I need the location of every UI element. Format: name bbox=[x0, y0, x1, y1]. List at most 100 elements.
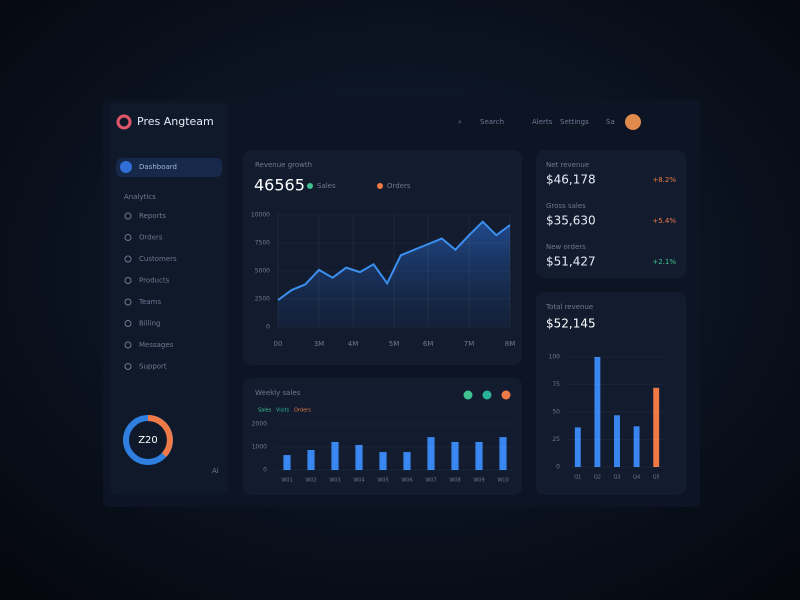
nav-icon bbox=[120, 161, 132, 173]
chart-title: Total revenue bbox=[545, 303, 593, 311]
stat-change: +8.2% bbox=[652, 176, 676, 184]
nav-icon bbox=[124, 320, 132, 327]
bar bbox=[307, 449, 315, 470]
x-tick-label: 4M bbox=[348, 340, 359, 348]
stat-label: Net revenue bbox=[546, 161, 589, 169]
nav-icon bbox=[124, 363, 132, 370]
donut-label: Z20 bbox=[138, 435, 158, 446]
x-tick-label: 7M bbox=[464, 340, 475, 348]
top-nav[interactable]: Settings bbox=[560, 118, 589, 126]
legend-label: Sales bbox=[317, 182, 336, 190]
top-nav[interactable]: Sa bbox=[606, 118, 615, 126]
x-tick-label: W01 bbox=[281, 478, 292, 484]
top-nav[interactable]: Search bbox=[480, 118, 504, 126]
x-tick-label: Q2 bbox=[594, 475, 601, 481]
section-label: Analytics bbox=[124, 193, 156, 201]
x-tick-label: W03 bbox=[329, 478, 340, 484]
x-tick-label: W02 bbox=[305, 478, 316, 484]
x-tick-label: W05 bbox=[377, 478, 388, 484]
chart-title: Revenue growth bbox=[255, 161, 312, 169]
x-tick-label: 00 bbox=[274, 340, 283, 348]
nav-label[interactable]: Orders bbox=[139, 234, 163, 242]
chart-title: Weekly sales bbox=[255, 389, 301, 397]
x-tick-label: W04 bbox=[353, 478, 364, 484]
bar bbox=[355, 444, 363, 470]
nav-label[interactable]: Products bbox=[139, 277, 170, 285]
x-tick-label: W08 bbox=[449, 478, 460, 484]
active-nav[interactable] bbox=[116, 158, 222, 177]
x-tick-label: Q1 bbox=[574, 475, 581, 481]
donut-arc bbox=[147, 415, 173, 458]
x-tick-label: 5M bbox=[389, 340, 400, 348]
stat-label: New orders bbox=[546, 243, 586, 251]
stat-change: +5.4% bbox=[652, 217, 676, 225]
nav-icon bbox=[124, 277, 132, 284]
nav-label[interactable]: Support bbox=[139, 363, 167, 371]
stat-change: +2.1% bbox=[652, 258, 676, 266]
bar bbox=[653, 387, 660, 467]
x-tick-label: W10 bbox=[497, 478, 508, 484]
x-tick-label: W09 bbox=[473, 478, 484, 484]
legend-label: Orders bbox=[294, 408, 311, 414]
top-nav[interactable]: Alerts bbox=[532, 118, 553, 126]
line bbox=[277, 220, 511, 301]
logo bbox=[116, 114, 132, 130]
bar bbox=[283, 455, 291, 470]
bar bbox=[427, 437, 435, 470]
bar bbox=[475, 441, 483, 470]
y-tick-label: 0 bbox=[556, 464, 560, 471]
legend-swatch bbox=[463, 390, 473, 400]
y-tick-label: 100 bbox=[549, 354, 561, 361]
legend-label: Orders bbox=[387, 182, 411, 190]
legend-label: Visits bbox=[276, 408, 290, 414]
nav-icon bbox=[124, 255, 132, 263]
stat-value: $46,178 bbox=[546, 173, 596, 187]
y-tick-label: 10000 bbox=[251, 212, 270, 219]
nav-icon bbox=[124, 234, 132, 241]
nav-label[interactable]: Teams bbox=[138, 298, 162, 306]
x-tick-label: W07 bbox=[425, 478, 436, 484]
bar bbox=[379, 452, 387, 470]
avatar[interactable] bbox=[625, 114, 641, 130]
nav-label[interactable]: Customers bbox=[139, 255, 177, 263]
nav-icon bbox=[124, 298, 132, 306]
stat-label: Gross sales bbox=[546, 202, 586, 210]
bar bbox=[594, 357, 601, 467]
search-icon: ⌕ bbox=[458, 118, 462, 126]
x-tick-label: Q5 bbox=[653, 475, 660, 481]
card bbox=[536, 150, 686, 278]
bar bbox=[331, 441, 339, 470]
bar bbox=[574, 427, 581, 467]
y-tick-label: 25 bbox=[552, 436, 560, 443]
bar bbox=[403, 452, 411, 470]
y-tick-label: 0 bbox=[266, 324, 270, 331]
legend-label: Sales bbox=[258, 408, 272, 414]
stat-value: $35,630 bbox=[546, 214, 596, 228]
app-title: Pres Angteam bbox=[137, 115, 214, 128]
headline: $52,145 bbox=[546, 317, 596, 331]
sidebar-footer: Ai bbox=[212, 467, 219, 475]
nav-label[interactable]: Billing bbox=[139, 320, 160, 328]
bar bbox=[614, 415, 620, 467]
y-tick-label: 50 bbox=[552, 409, 560, 416]
y-tick-label: 75 bbox=[552, 381, 560, 388]
nav-label[interactable]: Dashboard bbox=[139, 163, 177, 171]
card bbox=[536, 292, 686, 495]
headline: 46565 bbox=[254, 176, 305, 195]
x-tick-label: 8M bbox=[505, 340, 516, 348]
stat-value: $51,427 bbox=[546, 255, 596, 269]
x-tick-label: Q3 bbox=[613, 475, 620, 481]
x-tick-label: 6M bbox=[423, 340, 434, 348]
x-tick-label: W06 bbox=[401, 478, 412, 484]
nav-label[interactable]: Reports bbox=[139, 212, 166, 220]
y-tick-label: 7500 bbox=[255, 240, 270, 247]
nav-icon bbox=[124, 212, 132, 220]
nav-label[interactable]: Messages bbox=[139, 341, 174, 349]
legend-swatch bbox=[377, 183, 383, 189]
bar bbox=[451, 441, 459, 470]
y-tick-label: 1000 bbox=[252, 444, 267, 451]
x-tick-label: Q4 bbox=[633, 475, 640, 481]
y-tick-label: 2000 bbox=[252, 421, 267, 428]
y-tick-label: 2500 bbox=[255, 296, 270, 303]
